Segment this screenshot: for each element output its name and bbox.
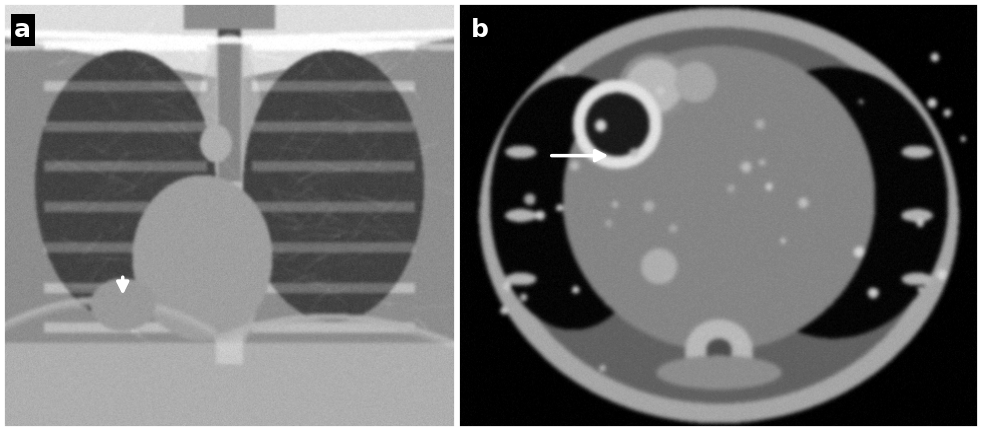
Text: a: a — [15, 18, 31, 42]
Text: b: b — [471, 18, 489, 42]
